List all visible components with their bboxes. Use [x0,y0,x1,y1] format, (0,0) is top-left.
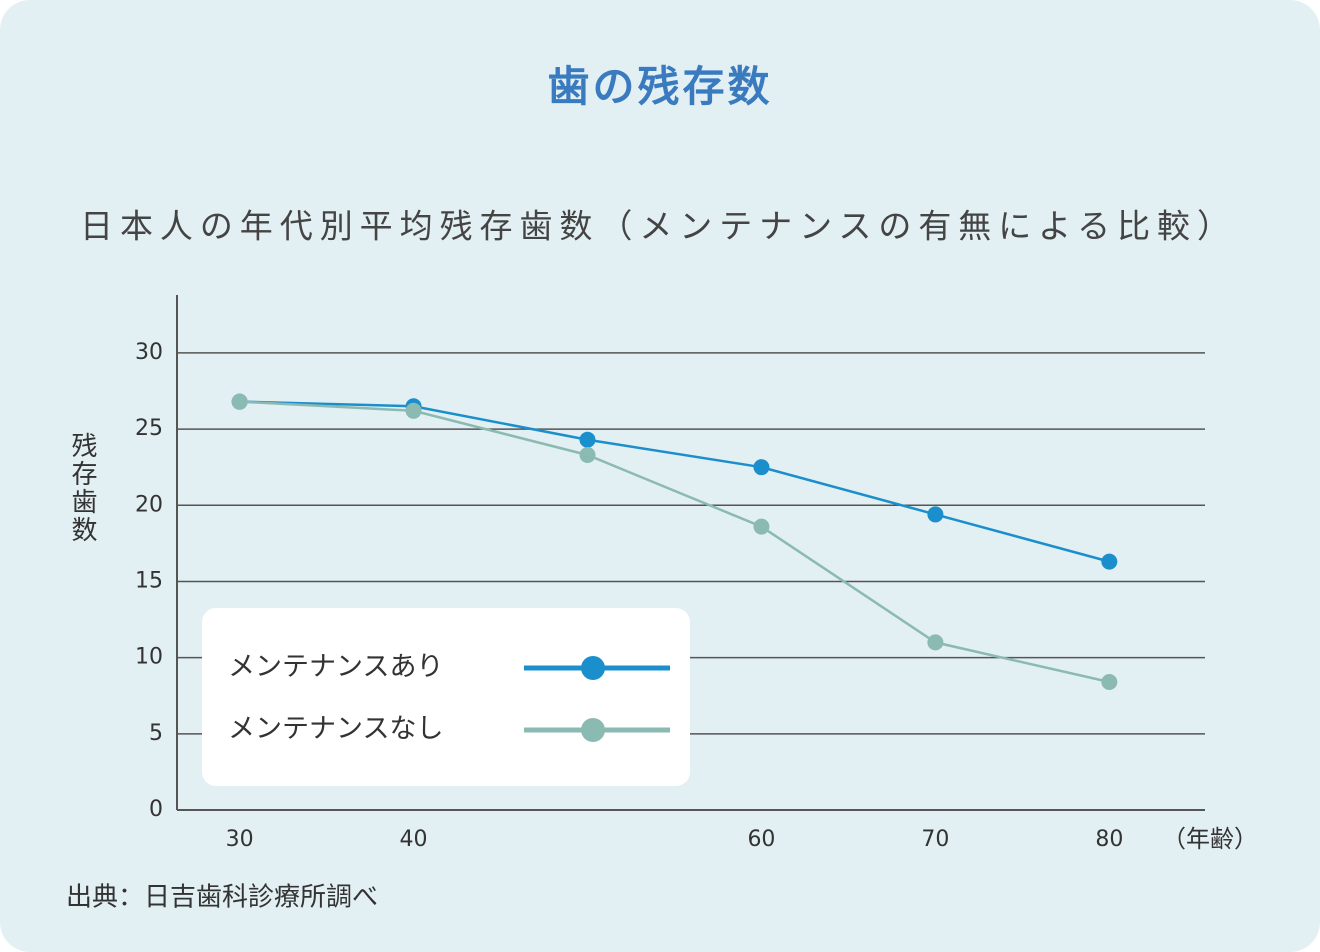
y-tick-label: 10 [135,645,163,670]
y-tick-label: 0 [149,797,163,822]
x-axis-label: （年齢） [1162,825,1258,853]
y-tick-label: 30 [135,340,163,365]
data-point [753,459,770,476]
data-point [579,446,596,463]
x-tick-label: 80 [1095,827,1123,852]
x-tick-label: 60 [747,827,775,852]
legend-marker [581,656,605,680]
data-point [231,393,248,410]
x-tick-label: 40 [400,827,428,852]
x-tick-label: 30 [226,827,254,852]
data-point [579,431,596,448]
series-line [239,400,1110,684]
y-tick-label: 5 [149,721,163,746]
legend-marker [581,718,605,742]
legend-label: メンテナンスなし [228,714,443,745]
y-tick-label: 15 [135,568,163,593]
data-point [927,634,944,651]
legend-label: メンテナンスあり [228,652,443,683]
data-point [1101,553,1118,570]
data-point [927,506,944,523]
data-point [1101,674,1118,691]
data-point [405,402,422,419]
data-point [753,518,770,535]
y-axis-label: 残存歯数 [67,432,97,544]
chart-title: 歯の残存数 [547,62,772,111]
source-note: 出典：日吉歯科診療所調べ [66,883,378,913]
legend-box [202,608,690,786]
series-line [239,400,1110,563]
y-tick-label: 20 [135,492,163,517]
y-tick-label: 25 [135,416,163,441]
x-tick-label: 70 [921,827,949,852]
chart-subtitle: 日本人の年代別平均残存歯数（メンテナンスの有無による比較） [80,207,1230,246]
